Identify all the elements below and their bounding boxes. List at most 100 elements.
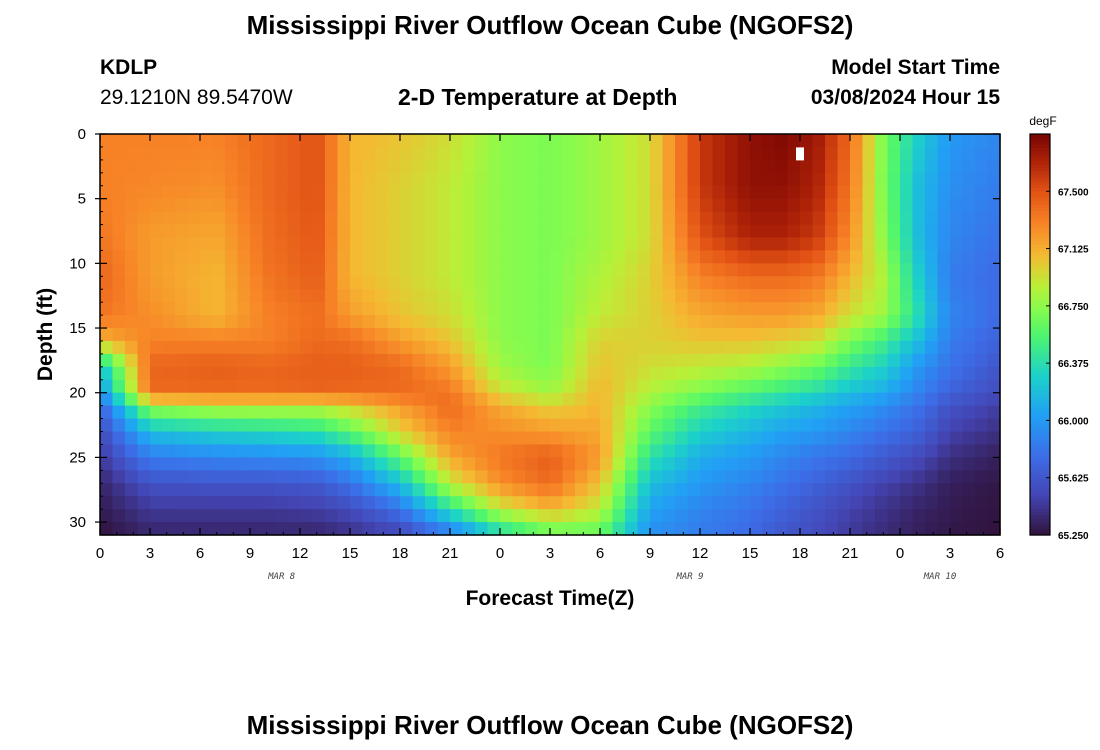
heatmap-cell [162, 276, 176, 290]
heatmap-cell [812, 198, 826, 213]
colorbar-segment [1030, 144, 1050, 148]
heatmap-cell [600, 379, 614, 394]
heatmap-cell [937, 159, 951, 174]
heatmap-cell [600, 250, 614, 264]
heatmap-cell [575, 353, 589, 368]
heatmap-cell [675, 522, 689, 536]
heatmap-cell [112, 392, 126, 407]
heatmap-cell [612, 198, 626, 213]
heatmap-cell [587, 353, 601, 368]
heatmap-cell [400, 340, 414, 355]
heatmap-cell [862, 457, 876, 471]
heatmap-cell [350, 522, 364, 536]
heatmap-cell [825, 340, 839, 355]
heatmap-cell [925, 146, 939, 161]
heatmap-cell [912, 340, 926, 355]
heatmap-cell [662, 185, 676, 200]
heatmap-cell [537, 250, 551, 264]
heatmap-cell [825, 159, 839, 174]
heatmap-cell [675, 134, 689, 148]
heatmap-cell [737, 328, 751, 342]
colorbar-segment [1030, 444, 1050, 449]
colorbar-segment [1030, 531, 1050, 536]
heatmap-cell [362, 224, 376, 239]
heatmap-cell [450, 405, 464, 420]
heatmap-cell [675, 302, 689, 316]
heatmap-cell [125, 418, 139, 433]
heatmap-cell [200, 211, 214, 226]
heatmap-cell [737, 366, 751, 381]
heatmap-cell [325, 211, 339, 226]
heatmap-cell [300, 328, 314, 342]
heatmap-cell [675, 237, 689, 252]
heatmap-cell [687, 224, 701, 239]
colorbar-segment [1030, 230, 1050, 235]
heatmap-cell [162, 159, 176, 174]
heatmap-cell [162, 379, 176, 394]
heatmap-cell [975, 146, 989, 161]
heatmap-cell [587, 198, 601, 213]
heatmap-cell [412, 302, 426, 316]
heatmap-cell [125, 483, 139, 497]
heatmap-cell [962, 366, 976, 381]
heatmap-cell [950, 418, 964, 433]
heatmap-cell [262, 509, 276, 523]
heatmap-cell [975, 431, 989, 446]
heatmap-cell [125, 172, 139, 187]
heatmap-cell [875, 263, 889, 277]
heatmap-cell [250, 198, 264, 213]
heatmap-cell [400, 496, 414, 510]
heatmap-cell [675, 224, 689, 239]
heatmap-cell [112, 172, 126, 187]
heatmap-cell [837, 509, 851, 523]
heatmap-cell [950, 289, 964, 303]
heatmap-cell [887, 146, 901, 161]
heatmap-cell [225, 159, 239, 174]
heatmap-cell [287, 211, 301, 226]
colorbar-tick-label: 66.750 [1058, 302, 1089, 313]
colorbar-tick-label: 66.000 [1058, 416, 1089, 427]
heatmap-cell [687, 509, 701, 523]
heatmap-cell [300, 211, 314, 226]
heatmap-cell [837, 366, 851, 381]
heatmap-cell [250, 353, 264, 368]
heatmap-cell [312, 457, 326, 471]
heatmap-cell [312, 522, 326, 536]
heatmap-cell [887, 392, 901, 407]
heatmap-cell [812, 224, 826, 239]
max-temp-marker [796, 147, 804, 161]
heatmap-cell [837, 418, 851, 433]
heatmap-cell [575, 431, 589, 446]
heatmap-cell [475, 172, 489, 187]
heatmap-cell [162, 146, 176, 161]
heatmap-cell [750, 418, 764, 433]
heatmap-cell [162, 302, 176, 316]
heatmap-cell [387, 366, 401, 381]
heatmap-cell [625, 340, 639, 355]
colorbar-segment [1030, 284, 1050, 289]
heatmap-cell [450, 237, 464, 252]
heatmap-cell [912, 366, 926, 381]
heatmap-cell [237, 134, 251, 148]
heatmap-cell [550, 302, 564, 316]
heatmap-cell [837, 444, 851, 458]
heatmap-cell [612, 392, 626, 407]
heatmap-cell [962, 185, 976, 200]
heatmap-cell [212, 431, 226, 446]
heatmap-cell [812, 366, 826, 381]
heatmap-cell [887, 315, 901, 329]
heatmap-cell [875, 315, 889, 329]
heatmap-cell [850, 340, 864, 355]
heatmap-cell [937, 340, 951, 355]
heatmap-cell [937, 315, 951, 329]
heatmap-cell [987, 237, 1001, 252]
heatmap-cell [975, 172, 989, 187]
heatmap-cell [162, 418, 176, 433]
heatmap-cell [175, 444, 189, 458]
heatmap-cell [900, 211, 914, 226]
heatmap-cell [312, 276, 326, 290]
heatmap-cell [975, 211, 989, 226]
heatmap-cell [487, 237, 501, 252]
heatmap-cell [887, 302, 901, 316]
heatmap-cell [537, 340, 551, 355]
